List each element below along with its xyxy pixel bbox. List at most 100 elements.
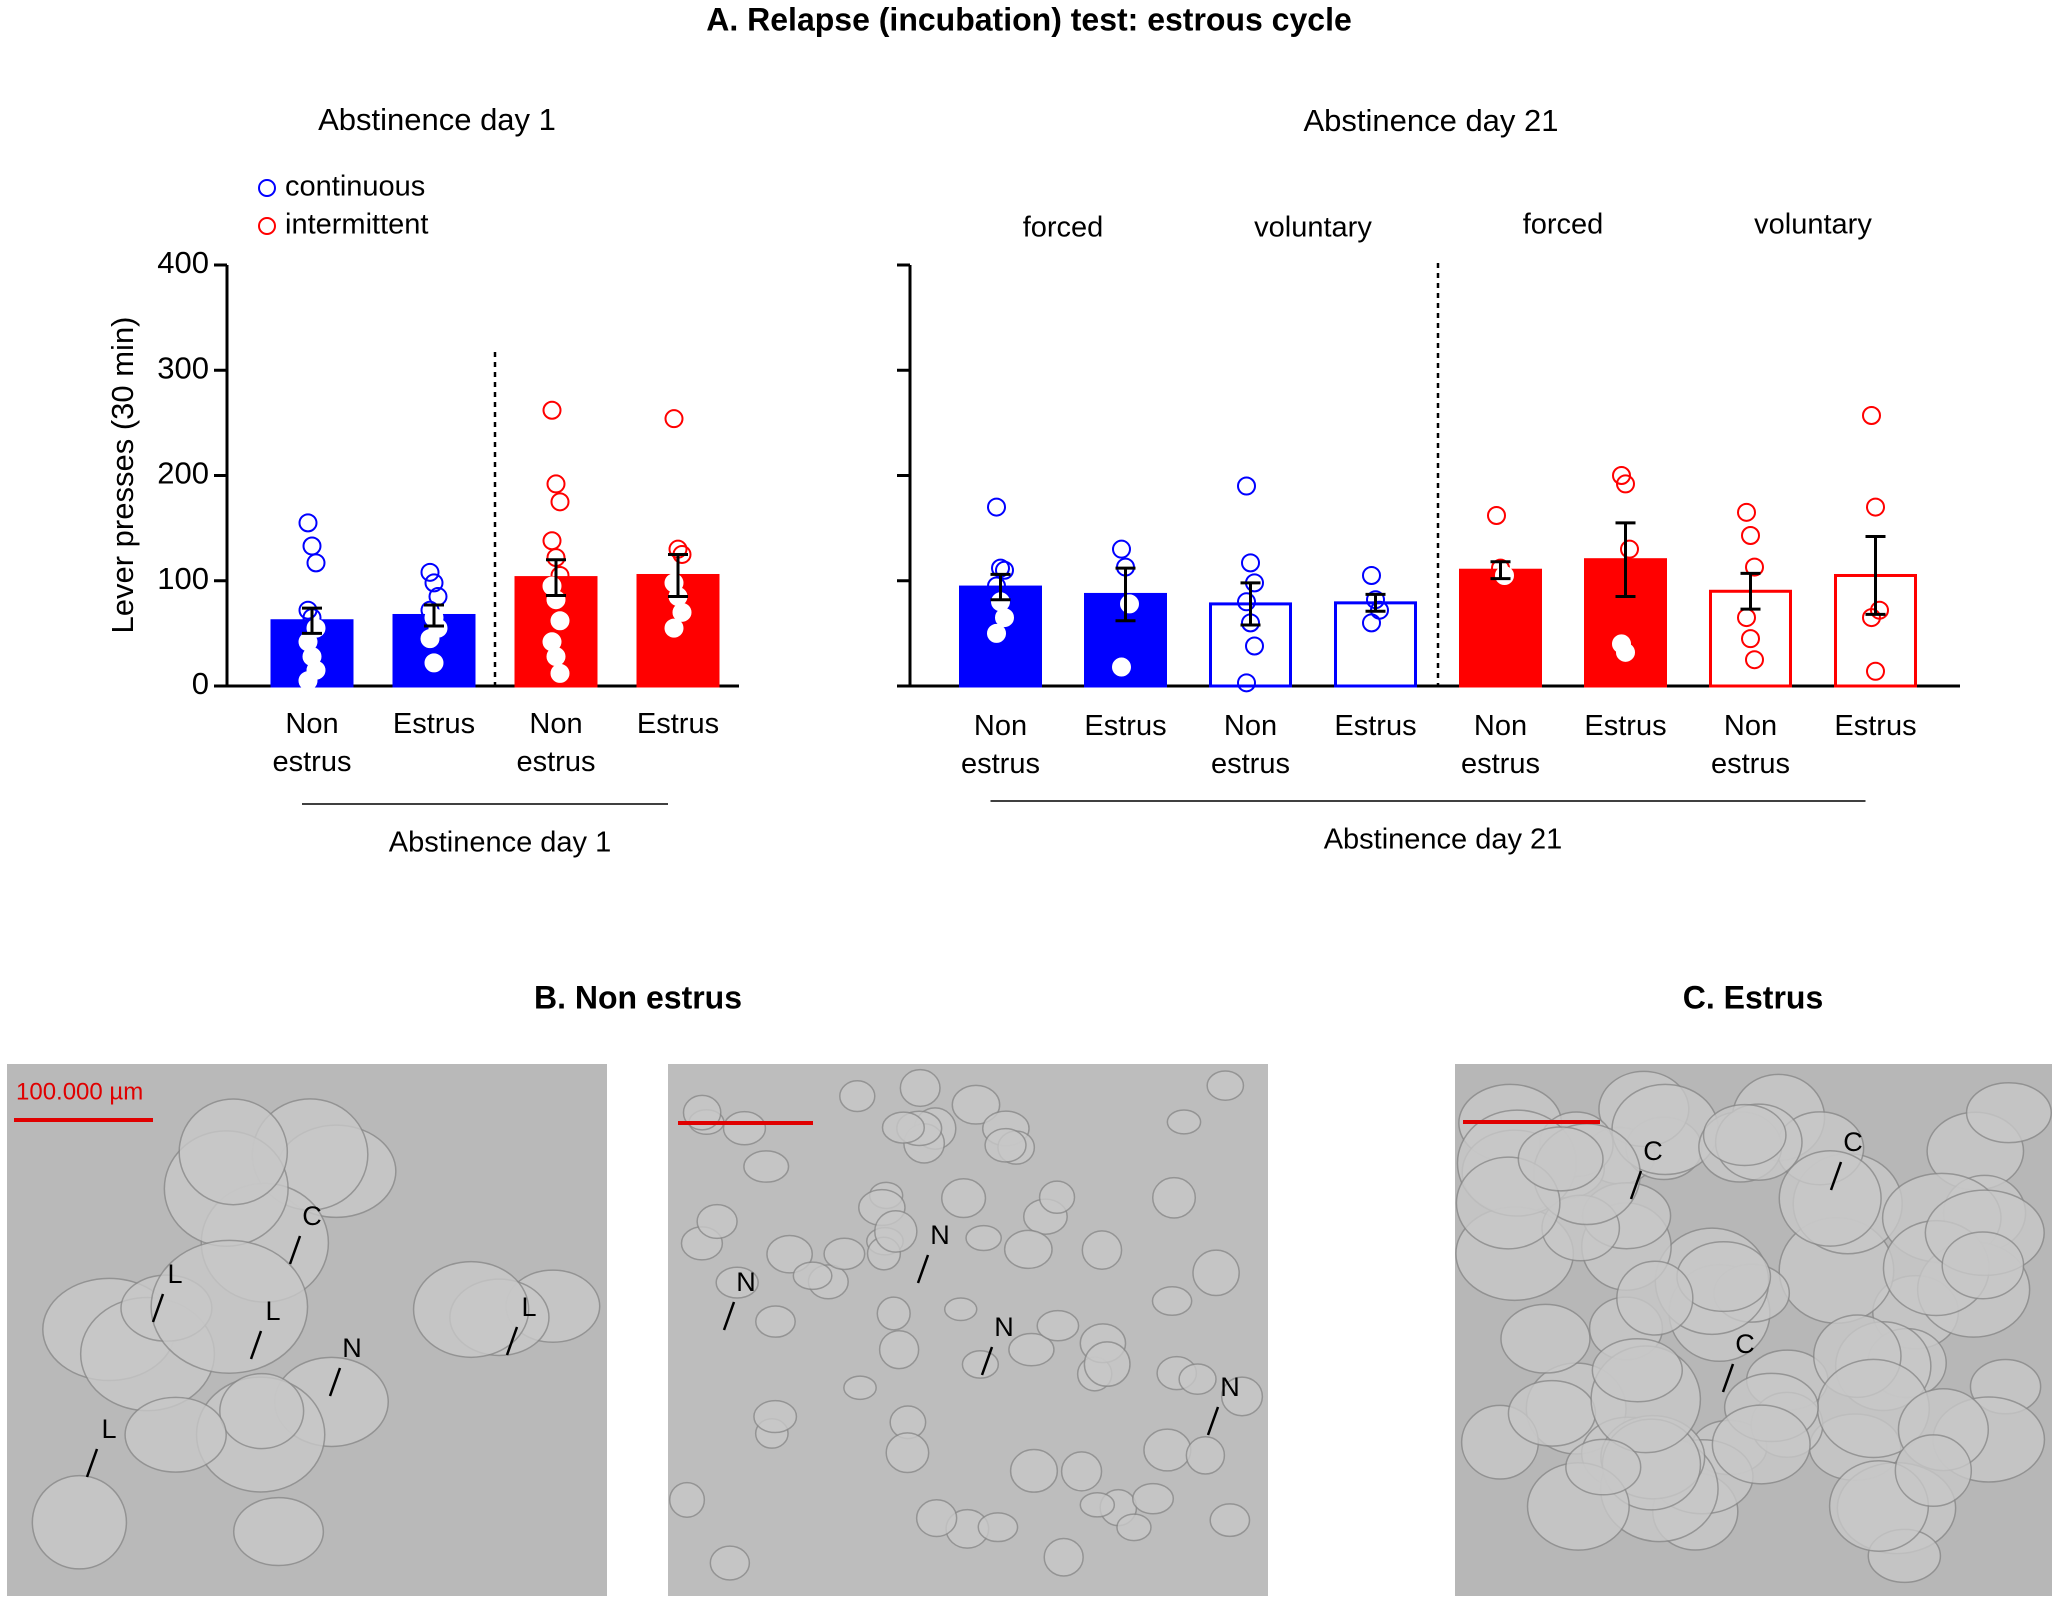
- x-tick-label: Non estrus: [1711, 710, 1790, 780]
- x-tick-label-box: Estrus: [392, 708, 476, 740]
- data-point: [1237, 476, 1256, 496]
- legend-marker: [258, 179, 276, 197]
- cell: [124, 1396, 227, 1473]
- annotation-pointer: [1721, 1363, 1735, 1393]
- cell: [696, 1203, 738, 1240]
- cell: [1038, 1180, 1076, 1215]
- data-point: [546, 474, 566, 494]
- data-point: [1616, 642, 1635, 662]
- cell: [881, 1111, 926, 1144]
- cell: [915, 1499, 958, 1538]
- annotation-pointer: [916, 1254, 930, 1284]
- cell: [178, 1098, 289, 1206]
- cell: [1702, 1103, 1787, 1167]
- data-point: [1745, 557, 1764, 577]
- cell: [1565, 1438, 1642, 1496]
- cell: [843, 1375, 877, 1401]
- x-tick-label-box: Estrus: [1834, 710, 1917, 742]
- cell: [876, 1296, 911, 1331]
- data-point: [1737, 502, 1756, 522]
- cell: [709, 1545, 751, 1581]
- cell: [715, 1266, 759, 1299]
- annotation-pointer: [1206, 1406, 1220, 1436]
- cell: [1178, 1363, 1217, 1395]
- data-point: [1245, 636, 1264, 656]
- y-tick-label: 400: [157, 245, 209, 280]
- annotation-label: L: [265, 1296, 280, 1326]
- data-point: [1237, 592, 1256, 612]
- cell: [722, 1110, 767, 1146]
- cell: [219, 1372, 305, 1450]
- cell: [1778, 1149, 1882, 1247]
- cell: [1008, 1332, 1055, 1367]
- data-point: [1362, 565, 1381, 585]
- x-axis-label: Abstinence day 21: [1324, 824, 1563, 856]
- x-axis-label: Abstinence day 1: [389, 827, 611, 859]
- cell: [899, 1068, 941, 1108]
- x-tick-label-box: Non estrus: [1461, 710, 1540, 780]
- x-tick-label: Estrus: [1334, 710, 1417, 742]
- annotation-label: N: [736, 1267, 756, 1297]
- cell-texture: [31, 1068, 2053, 1584]
- x-tick-label-box: Non estrus: [1211, 710, 1290, 780]
- data-point: [550, 663, 570, 683]
- annotation-pointer: [1629, 1170, 1643, 1200]
- data-point: [1495, 565, 1514, 585]
- group-label: voluntary: [1754, 209, 1872, 241]
- annotation-pointer: [722, 1301, 736, 1331]
- cell: [885, 1432, 930, 1474]
- x-tick-label: Non estrus: [961, 710, 1040, 780]
- x-tick-label-box: Estrus: [636, 708, 720, 740]
- cell: [1081, 1230, 1123, 1271]
- x-tick-label: Estrus: [392, 708, 476, 740]
- data-point: [1866, 661, 1885, 681]
- data-point: [664, 409, 684, 429]
- annotation-pointer: [1829, 1161, 1843, 1191]
- data-point: [1862, 406, 1881, 426]
- annotation-pointer: [85, 1448, 99, 1478]
- legend-label: continuous: [285, 171, 425, 203]
- annotation-pointer: [288, 1235, 302, 1265]
- cell: [1151, 1176, 1197, 1219]
- cell: [232, 1496, 325, 1567]
- cell: [766, 1234, 813, 1274]
- x-tick-label-box: Non estrus: [272, 708, 352, 778]
- x-tick-label-box: Non estrus: [1711, 710, 1790, 780]
- bar: [1709, 589, 1792, 688]
- group-label: voluntary: [1254, 212, 1372, 244]
- cell: [1206, 1070, 1245, 1102]
- cell: [977, 1512, 1019, 1543]
- annotation-label: C: [1843, 1127, 1863, 1157]
- x-tick-label-box: Estrus: [1584, 710, 1666, 742]
- data-point: [550, 492, 570, 512]
- scale-label: 100.000 µm: [16, 1078, 143, 1105]
- data-point: [1487, 505, 1506, 525]
- annotation-label: L: [167, 1259, 182, 1289]
- data-point: [664, 618, 684, 638]
- data-point: [298, 671, 318, 691]
- data-point: [1745, 650, 1764, 670]
- chart-title: Abstinence day 21: [1303, 103, 1558, 138]
- data-point: [987, 623, 1006, 643]
- cell: [1083, 1341, 1131, 1388]
- x-tick-label: Non estrus: [272, 708, 352, 778]
- cell: [874, 1209, 918, 1253]
- data-point: [1620, 539, 1639, 559]
- cell: [1060, 1451, 1103, 1492]
- x-tick-label: Estrus: [636, 708, 720, 740]
- cell: [823, 1237, 866, 1271]
- cell: [743, 1150, 790, 1183]
- data-point: [672, 602, 692, 622]
- x-tick-label-box: Estrus: [1084, 710, 1166, 742]
- data-point: [995, 560, 1014, 580]
- data-point: [1616, 474, 1635, 494]
- cell: [1151, 1286, 1193, 1317]
- cell: [1711, 1404, 1811, 1485]
- annotation-label: L: [101, 1414, 116, 1444]
- x-tick-label: Estrus: [1834, 710, 1917, 742]
- data-point: [1741, 629, 1760, 649]
- annotation-label: C: [302, 1201, 322, 1231]
- data-point: [298, 513, 318, 533]
- data-point: [995, 608, 1014, 628]
